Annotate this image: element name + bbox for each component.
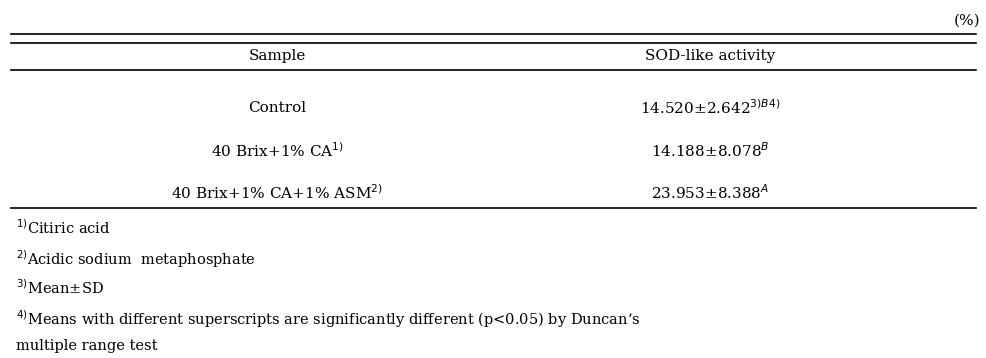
Text: $^{4)}$Means with different superscripts are significantly different (p<0.05) by: $^{4)}$Means with different superscripts… (16, 309, 640, 330)
Text: SOD-like activity: SOD-like activity (644, 49, 774, 63)
Text: 40 Brix+1% CA+1% ASM$^{2)}$: 40 Brix+1% CA+1% ASM$^{2)}$ (171, 184, 383, 202)
Text: 40 Brix+1% CA$^{1)}$: 40 Brix+1% CA$^{1)}$ (210, 141, 343, 160)
Text: $^{3)}$Mean±SD: $^{3)}$Mean±SD (16, 278, 105, 297)
Text: $^{2)}$Acidic sodium  metaphosphate: $^{2)}$Acidic sodium metaphosphate (16, 248, 255, 270)
Text: $^{1)}$Citiric acid: $^{1)}$Citiric acid (16, 218, 110, 237)
Text: (%): (%) (953, 14, 980, 28)
Text: multiple range test: multiple range test (16, 339, 158, 353)
Text: 14.188±8.078$^{B}$: 14.188±8.078$^{B}$ (650, 141, 768, 160)
Text: Control: Control (247, 101, 306, 115)
Text: Sample: Sample (248, 49, 306, 63)
Text: 23.953±8.388$^{A}$: 23.953±8.388$^{A}$ (650, 184, 768, 202)
Text: 14.520±2.642$^{3)B4)}$: 14.520±2.642$^{3)B4)}$ (639, 98, 779, 117)
